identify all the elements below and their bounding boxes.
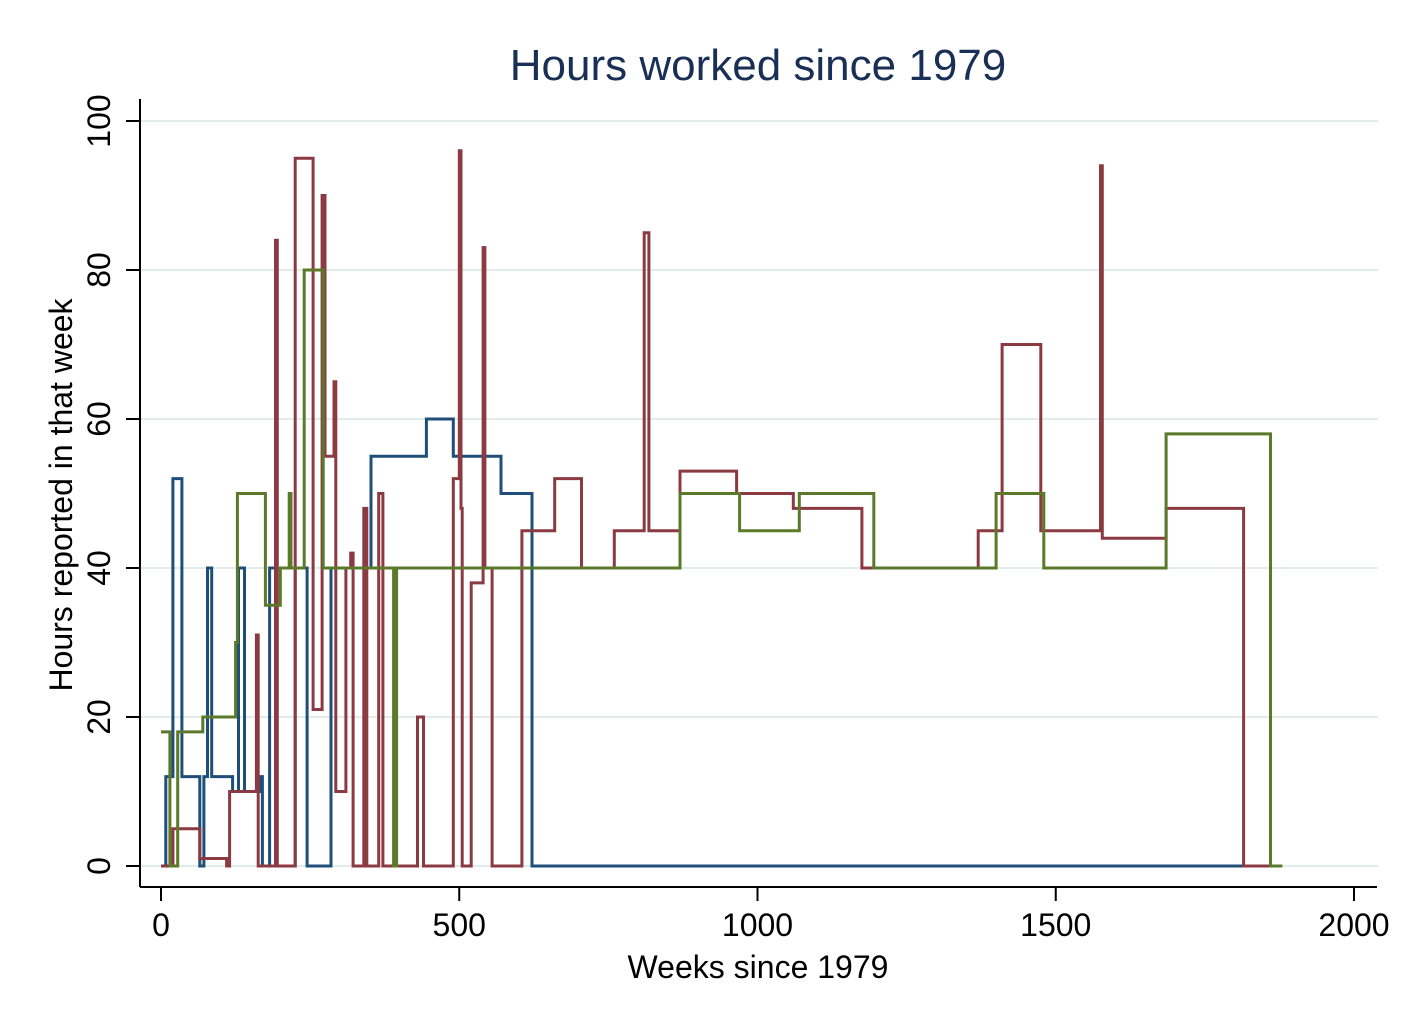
x-tick-label-1000: 1000: [722, 907, 793, 943]
series-group: [161, 149, 1283, 868]
series-line-3: [161, 268, 1283, 868]
x-tick-label-1500: 1500: [1020, 907, 1091, 943]
y-tick-label-20: 20: [81, 699, 117, 735]
y-tick-label-80: 80: [81, 252, 117, 288]
x-axis-title: Weeks since 1979: [628, 949, 889, 985]
y-tick-label-100: 100: [81, 94, 117, 147]
y-tick-label-0: 0: [81, 857, 117, 875]
y-tick-label-60: 60: [81, 401, 117, 437]
y-axis-title: Hours reported in that week: [43, 297, 79, 691]
chart-title: Hours worked since 1979: [510, 41, 1006, 90]
x-tick-label-500: 500: [433, 907, 486, 943]
x-tick-label-2000: 2000: [1318, 907, 1389, 943]
series-line-1: [161, 417, 1247, 868]
series-line-2: [161, 149, 1271, 868]
x-tick-label-0: 0: [152, 907, 170, 943]
y-tick-label-40: 40: [81, 550, 117, 586]
